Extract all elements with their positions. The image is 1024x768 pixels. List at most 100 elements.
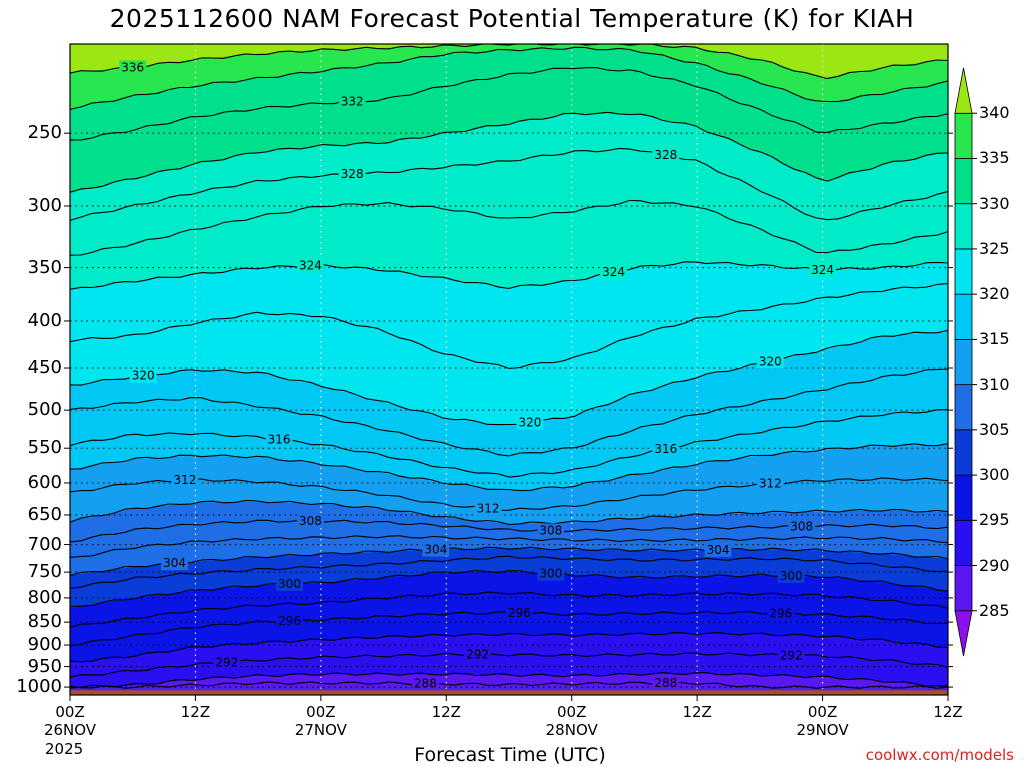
colorbar-swatch — [954, 338, 973, 386]
contour-label-bg — [652, 147, 680, 162]
contour-label-bg — [276, 576, 303, 591]
contour-label-bg — [505, 605, 533, 620]
isentrope-330 — [70, 111, 948, 193]
isentrope-326 — [70, 199, 948, 256]
colorbar-swatch — [954, 519, 973, 566]
isentrope-316 — [70, 409, 948, 478]
colorbar-swatch — [954, 203, 973, 250]
isentrope-288 — [70, 681, 948, 689]
x-tick-label: 12Z — [180, 703, 211, 721]
x-date-label: 26NOV — [43, 721, 97, 739]
colorbar-label: 315 — [979, 329, 1010, 349]
y-tick-label: 850 — [27, 611, 62, 633]
contour-label: 300 — [539, 567, 562, 581]
colorbar-swatch — [954, 565, 973, 612]
contour-label: 288 — [414, 677, 437, 691]
isentrope-312 — [70, 477, 948, 511]
colorbar-label: 285 — [979, 600, 1010, 620]
colorbar-label: 335 — [979, 148, 1010, 168]
colorbar-swatch — [954, 112, 973, 159]
x-date-label: 27NOV — [294, 721, 347, 739]
isentrope-328 — [70, 147, 948, 221]
y-tick-label: 400 — [27, 309, 62, 331]
contour-label-bg — [537, 523, 565, 538]
x-tick-label: 12Z — [431, 703, 461, 721]
contour-label: 304 — [424, 542, 447, 556]
colorbar-label: 330 — [979, 193, 1010, 213]
contour-label-bg — [464, 647, 492, 662]
contour-label-bg — [129, 368, 157, 383]
contour-label-bg — [777, 648, 805, 663]
isentrope-298 — [70, 591, 948, 628]
contour-label: 328 — [341, 167, 364, 181]
contour-label: 328 — [654, 148, 677, 162]
colorbar-label: 310 — [979, 374, 1010, 394]
isentrope-322 — [70, 283, 948, 370]
isentrope-314 — [70, 443, 948, 492]
colorbar-label: 320 — [979, 284, 1010, 304]
contour-label-bg — [600, 265, 627, 280]
isentrope-336 — [70, 44, 948, 80]
isentrope-290 — [70, 671, 948, 689]
contour-label-bg — [171, 473, 199, 488]
colorbar-swatch — [954, 158, 973, 205]
contour-label: 316 — [654, 442, 677, 456]
contour-label-bg — [265, 432, 293, 447]
contour-label: 308 — [539, 523, 562, 537]
contour-label-bg — [767, 606, 795, 621]
y-tick-label: 550 — [27, 437, 62, 459]
contour-label-bg — [777, 568, 805, 583]
contour-label-bg — [338, 94, 366, 109]
isentrope-304 — [70, 546, 948, 577]
contour-label: 312 — [759, 477, 782, 491]
y-tick-label: 250 — [27, 122, 62, 144]
x-axis-year-label: 2025 — [45, 740, 84, 758]
contour-label: 308 — [790, 519, 813, 533]
contour-label-bg — [213, 655, 241, 670]
y-tick-label: 450 — [27, 357, 62, 379]
colorbar-label: 300 — [979, 465, 1010, 485]
contour-label-bg — [652, 441, 680, 456]
y-tick-label: 500 — [27, 399, 62, 421]
contour-label: 292 — [780, 648, 803, 662]
contour-label: 324 — [299, 259, 322, 273]
contour-label-bg — [296, 514, 324, 529]
contour-label: 320 — [759, 354, 782, 368]
colorbar-label: 290 — [979, 555, 1010, 575]
isentrope-294 — [70, 631, 948, 663]
contour-label-bg — [809, 262, 837, 277]
isentrope-318 — [70, 368, 948, 457]
x-tick-label: 00Z — [557, 703, 587, 721]
contour-label: 296 — [508, 606, 531, 620]
ground-strip — [70, 690, 948, 695]
isentrope-320 — [70, 329, 948, 426]
colorbar-swatch — [954, 67, 973, 114]
colorbar-swatch — [954, 293, 973, 340]
colorbar-label: 325 — [979, 238, 1010, 258]
contour-label-bg — [161, 556, 188, 571]
contour-label: 324 — [602, 265, 625, 279]
contour-label-bg — [756, 354, 784, 369]
contour-label: 312 — [477, 501, 500, 515]
colorbar-label: 295 — [979, 510, 1010, 530]
x-tick-label: 12Z — [933, 703, 963, 721]
x-date-label: 28NOV — [545, 721, 598, 739]
colorbar-swatch — [954, 610, 973, 657]
contour-label: 292 — [215, 655, 238, 669]
contour-label: 288 — [654, 676, 677, 690]
colorbar-swatch — [954, 384, 973, 431]
contour-label-bg — [119, 60, 147, 75]
isentrope-302 — [70, 555, 948, 589]
isentrope-334 — [70, 46, 948, 110]
y-tick-label: 700 — [27, 533, 62, 555]
chart-title: 2025112600 NAM Forecast Potential Temper… — [109, 4, 915, 33]
contour-label: 296 — [278, 614, 301, 628]
contour-label-bg — [652, 676, 680, 691]
contour-label: 300 — [780, 569, 803, 583]
contour-label-bg — [474, 501, 502, 516]
contour-label-bg — [704, 542, 732, 557]
y-tick-label: 900 — [27, 633, 62, 655]
credit-link-text[interactable]: coolwx.com/models — [865, 746, 1014, 764]
contour-label: 336 — [121, 60, 144, 74]
contour-label: 320 — [518, 416, 541, 430]
